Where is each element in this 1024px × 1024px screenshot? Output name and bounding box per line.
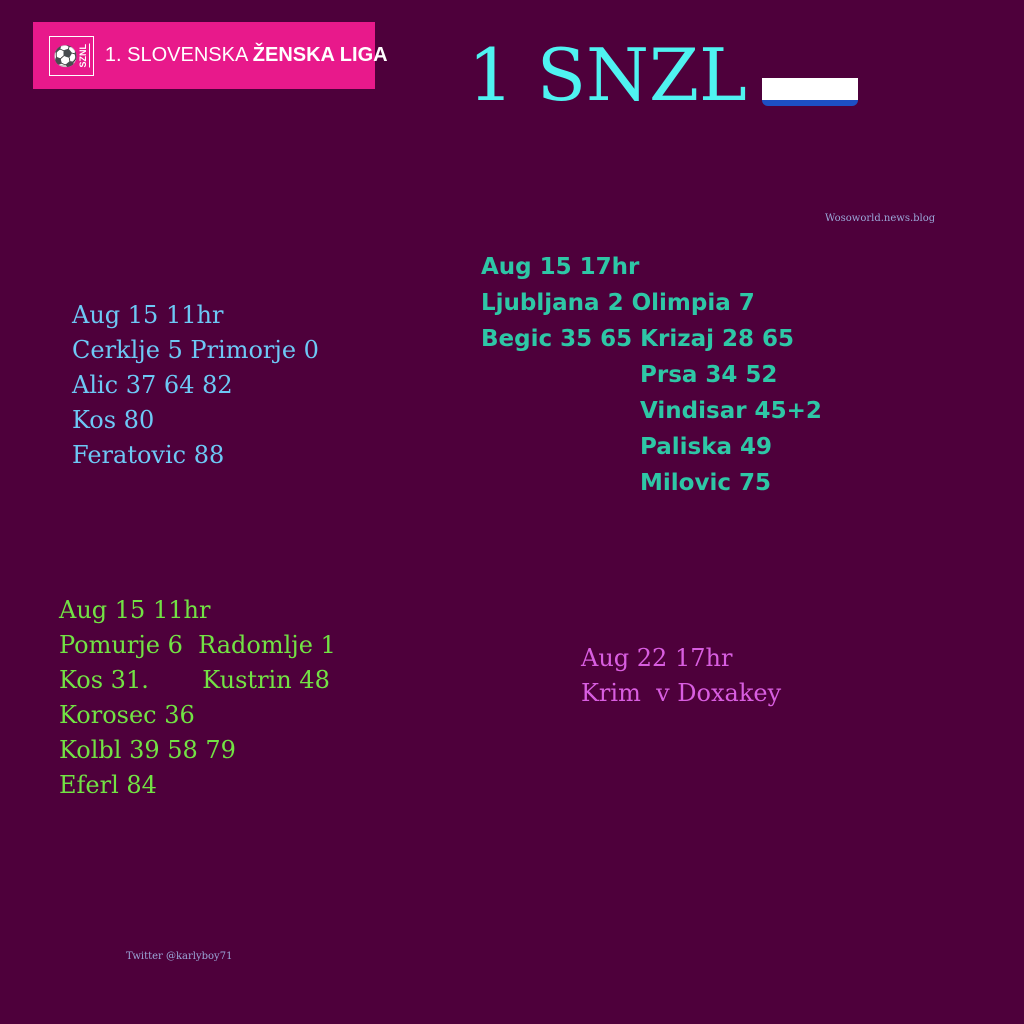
scorer-line: Milovic 75 <box>640 470 771 496</box>
scorer-line: Kos 80 <box>72 406 155 434</box>
scorer-line: Begic 35 65 Krizaj 28 65 <box>481 326 795 352</box>
player-icon: ⚽ <box>53 43 78 68</box>
match-date: Aug 15 11hr <box>59 596 211 624</box>
scorer-line: Alic 37 64 82 <box>72 371 233 399</box>
match-score: Cerklje 5 Primorje 0 <box>72 336 319 364</box>
match-date: Aug 15 11hr <box>72 301 224 329</box>
scorer-line: Kos 31. Kustrin 48 <box>59 666 330 694</box>
league-logo: ⚽ SZNL 1. SLOVENSKA ŽENSKA LIGA <box>33 22 388 89</box>
match-score: Pomurje 6 Radomlje 1 <box>59 631 336 659</box>
match-date: Aug 15 17hr <box>481 254 640 280</box>
scorer-line: Feratovic 88 <box>72 441 225 469</box>
match-fixture: Krim v Doxakey <box>581 679 782 707</box>
badge-text: SZNL <box>77 43 90 68</box>
match-score: Ljubljana 2 Olimpia 7 <box>481 290 755 316</box>
match-date: Aug 22 17hr <box>581 644 733 672</box>
slovenia-flag-icon <box>762 40 858 106</box>
match-cerklje-primorje: Aug 15 11hr Cerklje 5 Primorje 0 Alic 37… <box>72 298 319 473</box>
league-name: 1. SLOVENSKA ŽENSKA LIGA <box>104 44 388 66</box>
scorer-line: Vindisar 45+2 <box>640 398 822 424</box>
page-title: 1 SNZL <box>468 33 747 117</box>
scorer-line: Paliska 49 <box>640 434 773 460</box>
scorer-line: Korosec 36 <box>59 701 195 729</box>
scorer-line: Eferl 84 <box>59 771 157 799</box>
match-krim-doxakey: Aug 22 17hr Krim v Doxakey <box>581 641 781 711</box>
site-credit: Wosoworld.news.blog <box>825 213 936 224</box>
twitter-credit: Twitter @karlyboy71 <box>126 951 233 962</box>
match-pomurje-radomlje: Aug 15 11hr Pomurje 6 Radomlje 1 Kos 31.… <box>59 593 336 803</box>
scorer-line: Prsa 34 52 <box>640 362 778 388</box>
league-badge: ⚽ SZNL <box>49 35 94 76</box>
scorer-line: Kolbl 39 58 79 <box>59 736 236 764</box>
match-ljubljana-olimpia: Aug 15 17hr Ljubljana 2 Olimpia 7 Begic … <box>481 249 822 501</box>
